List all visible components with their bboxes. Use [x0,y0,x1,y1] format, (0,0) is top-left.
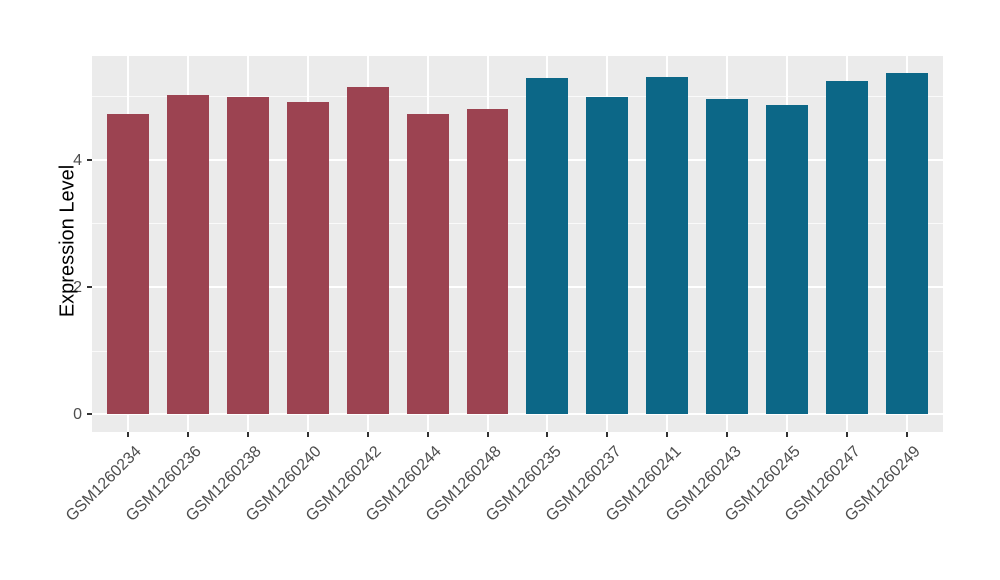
bar [586,96,629,415]
bar [646,76,689,415]
x-tick-mark [666,432,669,437]
bar [526,78,569,415]
x-tick-mark [906,432,909,437]
gridline-minor [92,223,943,225]
x-tick-mark [126,432,129,437]
x-tick-mark [486,432,489,437]
y-axis-title-text: Expression Level [56,164,79,318]
bar [106,113,149,415]
gridline-major [92,285,943,288]
bar [706,98,749,415]
bar [466,108,509,415]
bar [226,96,269,415]
x-tick-mark [786,432,789,437]
x-tick-mark [546,432,549,437]
x-tick-mark [726,432,729,437]
x-tick-mark [606,432,609,437]
x-tick-mark [246,432,249,437]
y-tick-mark [87,413,92,416]
y-tick-label: 2 [73,278,82,296]
x-tick-mark [426,432,429,437]
bar [886,73,928,415]
x-tick-mark [846,432,849,437]
bar [826,81,869,415]
x-tick-mark [306,432,309,437]
y-tick-label: 4 [73,151,82,169]
bar [346,86,389,415]
gridline-major [92,158,943,161]
gridline-minor [92,350,943,352]
y-tick-mark [87,285,92,288]
plot-panel [92,56,943,432]
bar [766,104,809,415]
x-tick-mark [186,432,189,437]
y-tick-label: 0 [73,406,82,424]
x-tick-mark [366,432,369,437]
bar [286,102,329,415]
gridline-major [92,413,943,416]
bar [166,95,209,415]
bar [406,113,449,415]
gridline-minor [92,96,943,98]
y-tick-mark [87,158,92,161]
